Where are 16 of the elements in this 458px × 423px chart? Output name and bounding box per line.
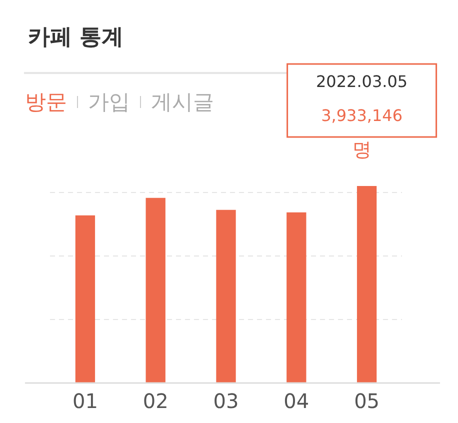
x-tick-label: 01 [72,389,98,414]
data-label: 3,933,146명 [321,106,403,161]
bar [216,210,236,383]
text: 가입 [88,89,130,116]
chart-title: 카페 통계 [28,24,124,52]
bar [286,212,306,383]
text: 방문 [25,89,67,116]
text: 2022.03.05 [316,72,408,92]
bar [356,186,377,383]
x-tick-label: 02 [142,389,168,414]
bar [146,198,166,383]
text: 게시글 [151,89,214,116]
bar [75,215,96,383]
x-tick-label: 04 [284,389,310,414]
x-tick-label: 03 [213,389,239,414]
x-tick-label: 05 [354,389,380,414]
